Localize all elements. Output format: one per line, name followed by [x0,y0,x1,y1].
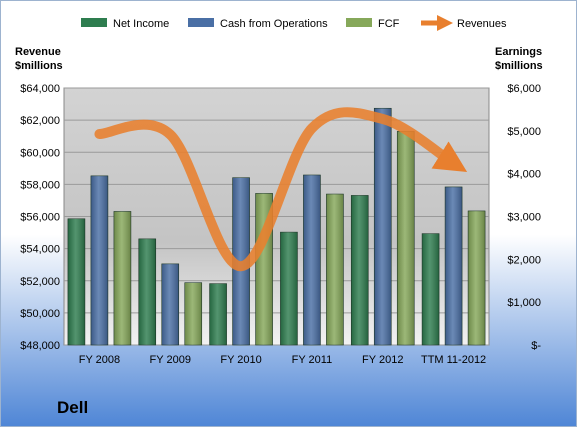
right-tick-label: $1,000 [507,297,541,309]
left-tick-label: $54,000 [20,244,60,256]
left-axis-tick-labels: $48,000 $50,000 $52,000 $54,000 $56,000 $58,0… [20,83,60,352]
bar-cash-from-operations-shading [90,175,108,345]
bar-net-income-shading [209,283,227,345]
bar-cash-from-operations-shading [445,186,463,345]
category-label: FY 2011 [292,354,333,366]
gridlines [64,87,489,346]
legend-swatch-fcf [346,18,372,27]
right-tick-label: $4,000 [507,169,541,181]
bar-fcf-shading [468,210,486,345]
bar-net-income-shading [422,233,440,345]
legend-swatch-net-income [81,18,107,27]
category-label: FY 2012 [362,354,403,366]
category-label: FY 2010 [220,354,261,366]
right-axis-title-line1: Earnings [495,46,542,58]
bar-net-income-shading [351,195,369,345]
right-axis-title-line2: $millions [495,60,543,72]
left-axis-title-line1: Revenue [15,46,61,58]
left-tick-label: $58,000 [20,179,60,191]
category-label: FY 2008 [79,354,120,366]
legend-item-fcf: FCF [346,18,400,30]
right-axis-tick-labels: $- $1,000 $2,000 $3,000 $4,000 $5,000 $6,000 [507,83,541,352]
right-tick-label: $2,000 [507,254,541,266]
category-label: TTM 11-2012 [421,354,486,366]
right-tick-label: $6,000 [507,83,541,95]
legend-item-cash-from-operations: Cash from Operations [188,18,328,30]
legend: Net Income Cash from Operations FCF Reve… [81,14,507,32]
revenue-line [94,107,468,272]
right-tick-label: $- [531,340,541,352]
left-tick-label: $56,000 [20,212,60,224]
bar-fcf-shading [113,211,131,345]
bar-fcf-shading [326,194,344,345]
right-tick-label: $5,000 [507,126,541,138]
bar-net-income-shading [138,238,156,345]
left-tick-label: $62,000 [20,115,60,127]
legend-item-net-income: Net Income [81,18,169,30]
revenue-line-group [94,107,468,272]
legend-label-net-income: Net Income [113,18,169,30]
bar-fcf-shading [397,131,415,345]
left-tick-label: $64,000 [20,83,60,95]
bar-cash-from-operations-shading [303,174,321,345]
bar-net-income-shading [280,232,298,345]
company-label: Dell [57,398,88,417]
legend-swatch-cash-from-operations [188,18,214,27]
category-label: FY 2009 [150,354,191,366]
category-labels: FY 2008 FY 2009 FY 2010 FY 2011 FY 2012 TTM 1… [79,354,486,366]
legend-label-revenues: Revenues [457,18,507,30]
right-tick-label: $3,000 [507,212,541,224]
bar-cash-from-operations-shading [374,108,392,346]
legend-item-revenues: Revenues [421,14,507,32]
legend-label-fcf: FCF [378,18,400,30]
left-axis-title-line2: $millions [15,60,63,72]
legend-label-cash-from-operations: Cash from Operations [220,18,328,30]
bar-fcf-shading [184,282,202,345]
left-tick-label: $60,000 [20,147,60,159]
bar-net-income-shading [67,218,85,345]
left-tick-label: $50,000 [20,308,60,320]
bars [67,107,486,346]
left-tick-label: $52,000 [20,276,60,288]
left-tick-label: $48,000 [20,340,60,352]
bar-cash-from-operations-shading [161,263,179,345]
